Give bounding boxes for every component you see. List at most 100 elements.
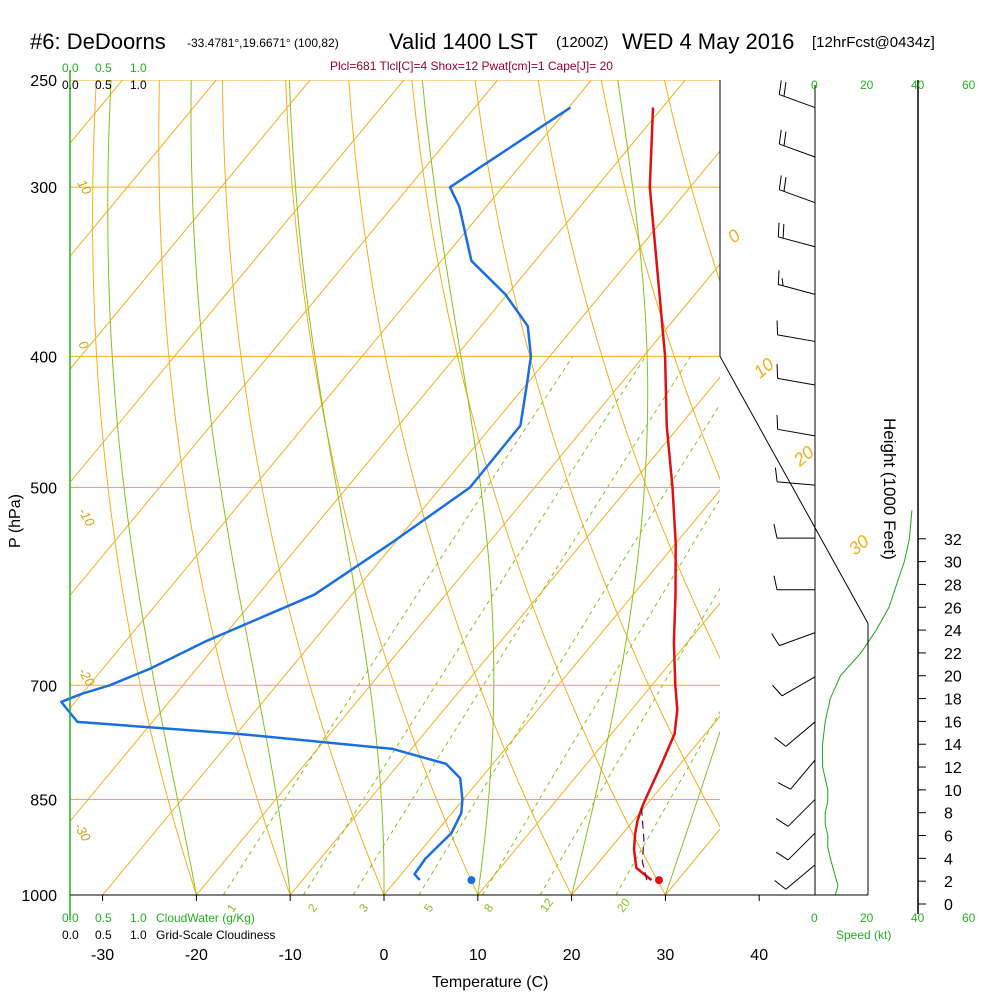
wind-barb-shaft — [785, 721, 816, 747]
height-tick-label: 18 — [944, 692, 962, 709]
dry-adiabat — [971, 56, 1000, 924]
isotherm-line — [383, 489, 720, 895]
wind-barb-shaft — [785, 864, 816, 890]
moist-adiabat — [288, 80, 385, 895]
wind-barb-shaft — [779, 94, 816, 109]
speed-top-2: 40 — [911, 78, 925, 92]
wind-barb-flag — [777, 270, 780, 285]
wind-barb-flag — [778, 80, 782, 95]
dry-adiabat — [846, 56, 1000, 924]
isotherm-label: 20 — [789, 442, 818, 471]
wind-barb — [777, 222, 816, 248]
chart-series — [59, 106, 913, 896]
speed-bottom-3: 60 — [962, 911, 976, 925]
wind-barb — [777, 759, 816, 790]
grid-clipped — [0, 56, 1000, 924]
y-axis-title: P (hPa) — [7, 494, 24, 548]
wind-barb-flag — [781, 278, 784, 286]
wind-barb-flag — [774, 467, 778, 482]
plot-diagonal-edge — [719, 356, 869, 895]
speed-top-1: 20 — [860, 78, 874, 92]
isotherm-label: 0 — [724, 225, 745, 247]
temp-tick-label: 40 — [750, 947, 768, 964]
cloudwater-bottom-1: 0.5 — [95, 911, 112, 925]
isotherm-line — [70, 80, 311, 370]
isotherm-line — [0, 80, 29, 895]
pressure-tick-label: 300 — [30, 180, 57, 197]
height-tick-label: 20 — [944, 669, 962, 686]
parcel-line — [640, 806, 648, 881]
wind-barb-shaft — [790, 759, 816, 790]
dry-adiabat — [158, 80, 291, 895]
wind-barb-shaft — [778, 236, 816, 248]
wind-barb-flag — [774, 737, 787, 747]
temp-tick-label: 20 — [563, 947, 581, 964]
dry-adiabat — [537, 80, 720, 660]
mixing-ratio-label: 5 — [421, 901, 436, 915]
forecast-info: [12hrFcst@0434z] — [812, 34, 935, 51]
wind-barb-shaft — [787, 799, 816, 827]
speed-bottom-1: 20 — [860, 911, 874, 925]
wind-barb-shaft — [777, 428, 816, 437]
wind-barb-flag — [782, 223, 785, 239]
cloudwater-top-2: 1.0 — [130, 61, 147, 75]
wind-barb — [774, 864, 816, 890]
wind-barb-shaft — [779, 632, 816, 647]
wind-barb-flag — [776, 414, 779, 430]
wind-speed-line — [822, 510, 913, 896]
height-tick-label: 2 — [944, 874, 953, 891]
isotherm-line — [477, 602, 720, 895]
isotherm-line — [70, 80, 405, 484]
wind-barb — [774, 721, 816, 747]
wind-barb-shaft — [779, 189, 816, 204]
moist-adiabat — [421, 80, 495, 895]
wind-barb-flag — [778, 175, 782, 190]
wind-barb — [772, 676, 816, 697]
wind-barb-flag — [773, 524, 778, 539]
dry-adiabat — [222, 80, 385, 895]
mixing-ratio-line — [418, 403, 720, 895]
cloudiness-label: Grid-Scale Cloudiness — [156, 928, 275, 942]
dry-adiabat — [92, 80, 197, 895]
cloudiness-bottom-1: 0.5 — [95, 928, 112, 942]
wind-barb — [771, 632, 816, 647]
moist-adiabat — [571, 80, 649, 895]
wind-barbs — [771, 80, 816, 890]
chart-grid — [0, 56, 1000, 924]
cloudwater-bottom-0: 0.0 — [62, 911, 79, 925]
speed-top-0: 0 — [811, 78, 818, 92]
cloudwater-top-1: 0.5 — [95, 61, 112, 75]
isotherm-line — [70, 80, 217, 257]
wind-barb-flag — [775, 818, 789, 827]
isotherm-line — [759, 80, 1000, 895]
wind-barb-flag — [776, 320, 779, 335]
surface-dewpoint-point — [467, 876, 476, 885]
moist-adiabat — [759, 80, 1000, 895]
speed-bottom-0: 0 — [811, 911, 818, 925]
temp-tick-label: 0 — [380, 947, 389, 964]
wind-barb — [778, 80, 816, 109]
pressure-tick-label: 700 — [30, 678, 57, 695]
wind-barb-shaft — [777, 481, 816, 486]
cloudwater-bottom-2: 1.0 — [130, 911, 147, 925]
x-axis-title: Temperature (C) — [432, 974, 548, 991]
dry-adiabat — [348, 80, 573, 895]
wind-barb — [773, 575, 815, 591]
wind-barb-flag — [773, 575, 778, 590]
mixing-ratio-line — [222, 356, 574, 895]
height-tick-label: 22 — [944, 646, 962, 663]
wind-barb-flag — [778, 129, 782, 145]
wind-barb-flag — [777, 782, 791, 790]
wind-barb-flag — [783, 177, 787, 192]
station-coords: -33.4781°,19.6671° (100,82) — [187, 36, 339, 50]
wind-barb-shaft — [777, 334, 816, 342]
height-tick-label: 12 — [944, 760, 962, 777]
speed-label: Speed (kt) — [836, 928, 891, 942]
station-title: #6: DeDoorns — [30, 29, 166, 54]
cloudiness-top-2: 1.0 — [130, 78, 147, 92]
temp-tick-label: 30 — [657, 947, 675, 964]
isotherm-label: -10 — [75, 505, 98, 529]
height-tick-label: 10 — [944, 783, 962, 800]
